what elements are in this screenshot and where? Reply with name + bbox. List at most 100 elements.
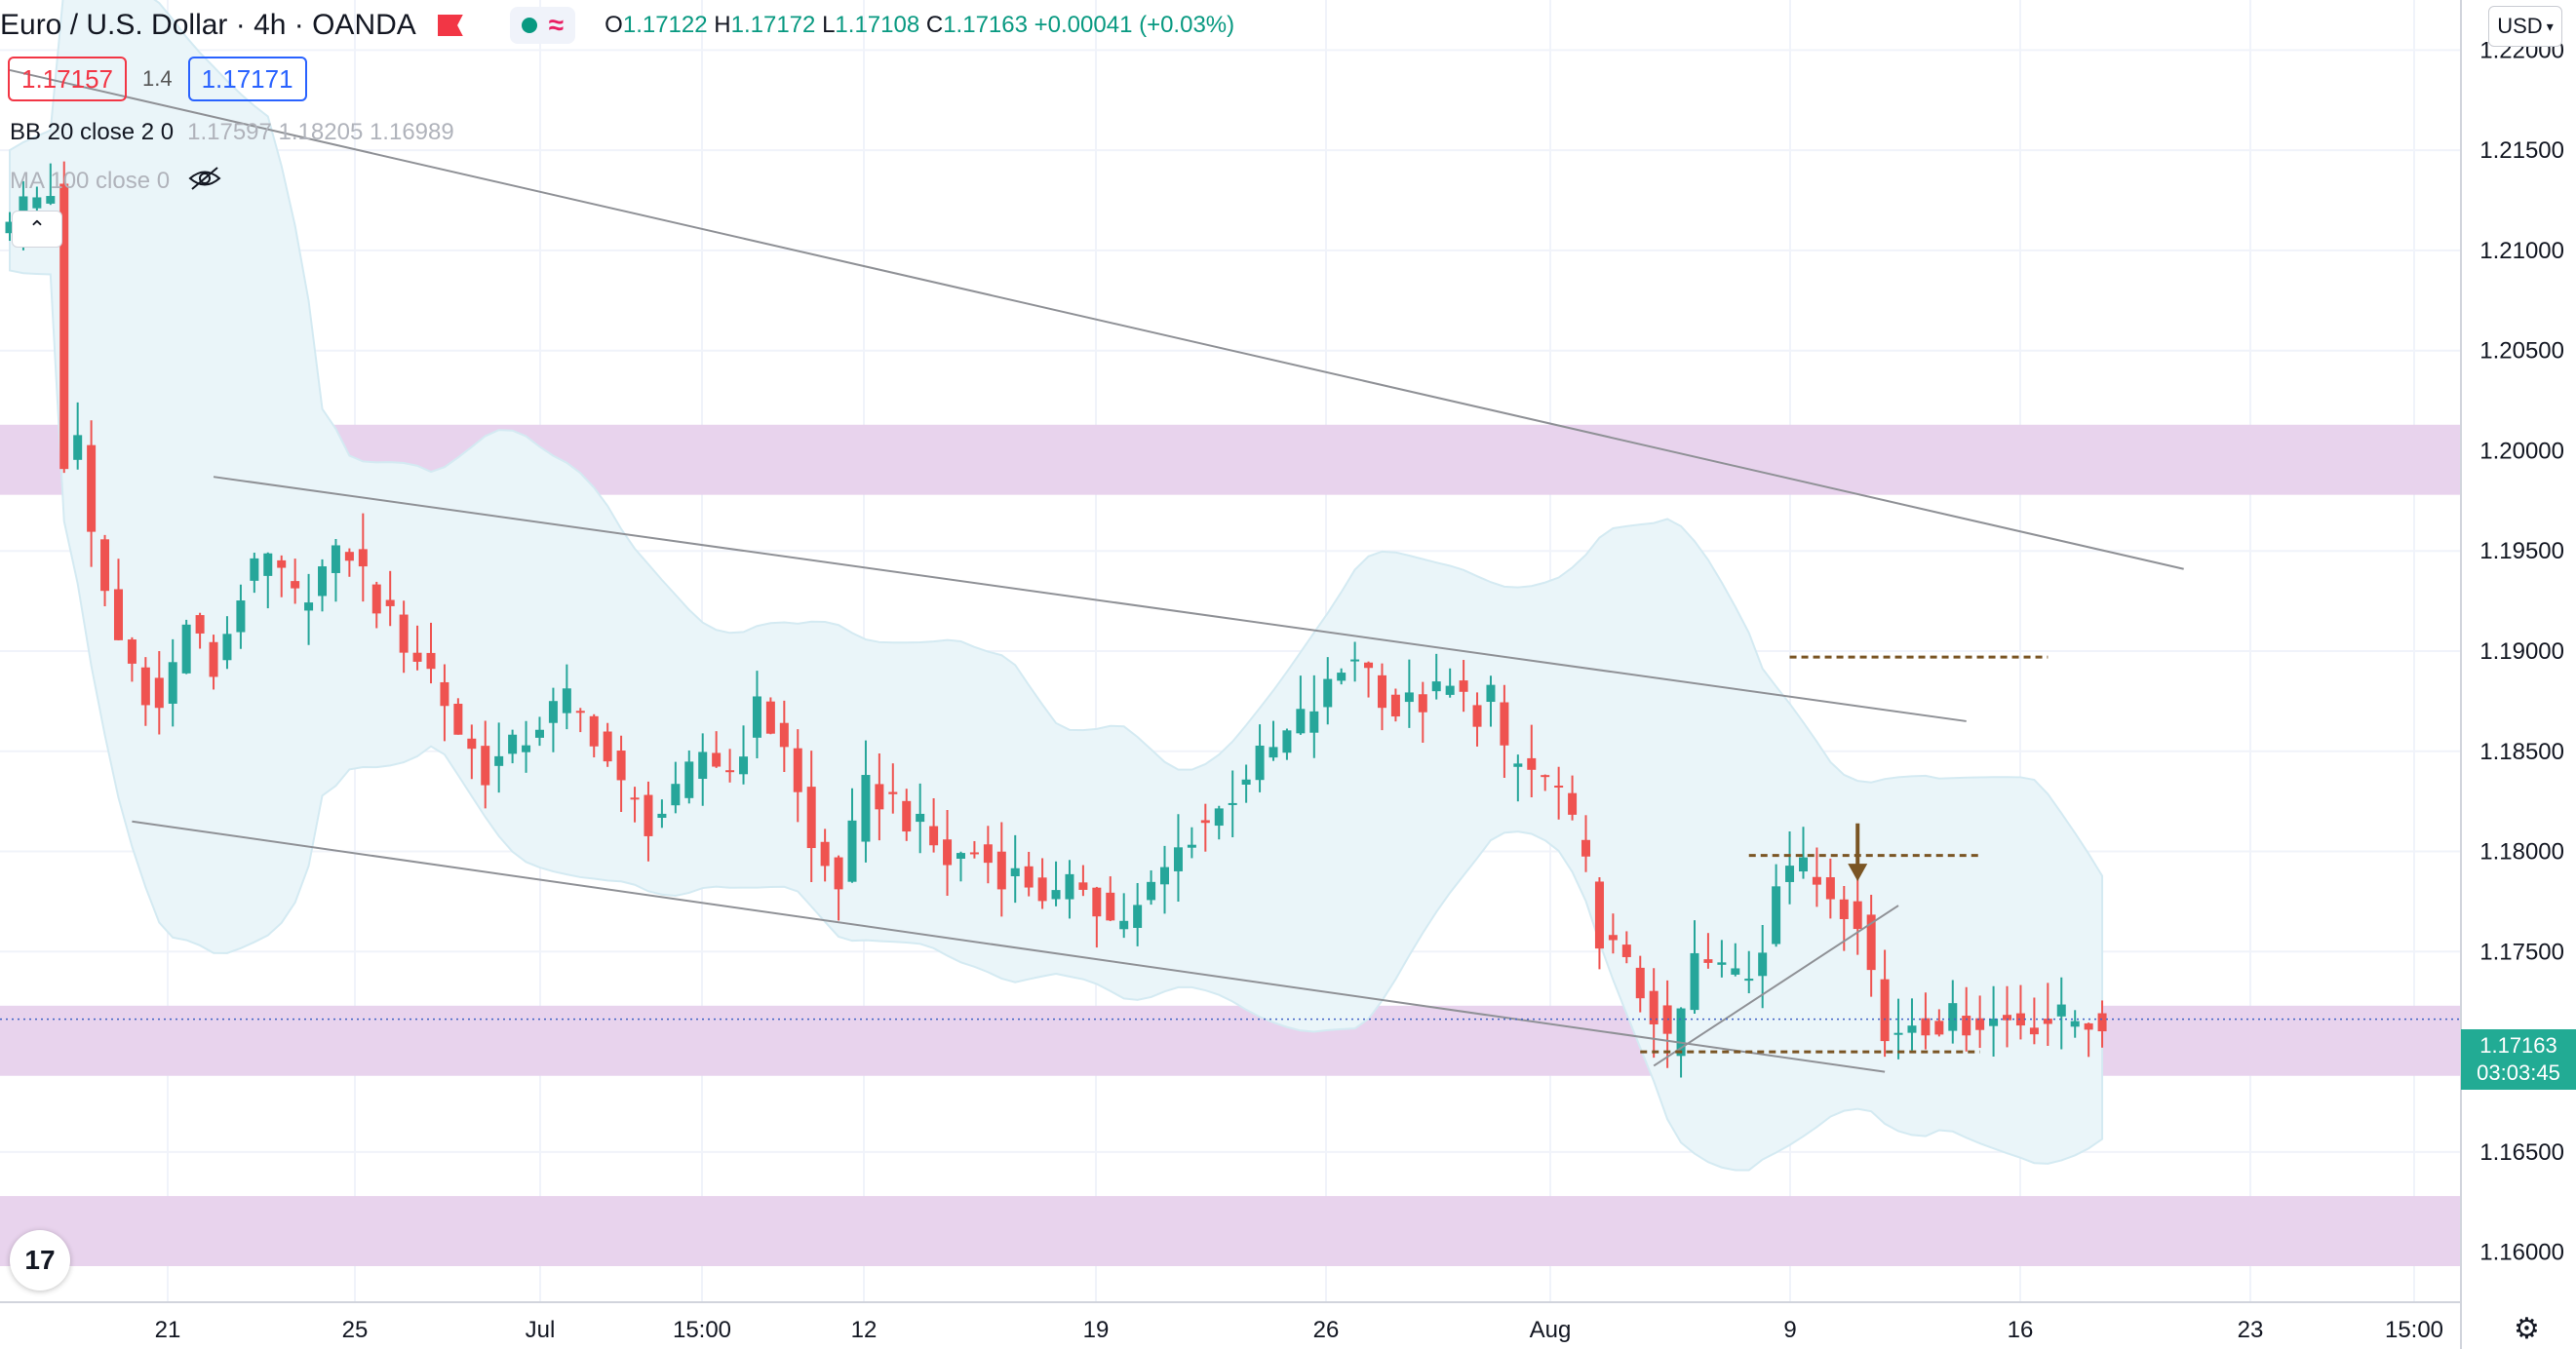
eye-hidden-icon[interactable] [188, 166, 221, 198]
candle-body [1731, 968, 1740, 975]
indicator-bb-name: BB 20 close 2 0 [10, 119, 175, 145]
tradingview-logo-icon[interactable]: 17 [10, 1230, 70, 1291]
candle-body [630, 797, 640, 800]
candle-body [344, 552, 354, 561]
open-value: 1.17122 [622, 12, 708, 38]
candle-body [236, 600, 246, 633]
candle-body [1309, 711, 1319, 733]
low-label: L [822, 12, 836, 38]
candle-body [5, 221, 15, 234]
market-open-icon [521, 18, 537, 33]
candle-body [263, 553, 273, 576]
candle-body [779, 722, 789, 748]
price-tick-label: 1.16500 [2479, 1139, 2564, 1166]
candle-body [671, 784, 681, 806]
candle-body [1554, 786, 1564, 789]
candle-body [508, 734, 518, 754]
spread-value: 1.4 [141, 66, 173, 91]
candle-body [1635, 967, 1645, 999]
last-price-value: 1.17163 [2479, 1033, 2557, 1058]
candle-body [616, 751, 626, 781]
candle-body [1527, 757, 1537, 770]
candle-body [1568, 792, 1578, 815]
candle-body [1513, 763, 1523, 767]
candle-body [1160, 867, 1170, 885]
price-tick-label: 1.16000 [2479, 1240, 2564, 1266]
candle-body [684, 761, 694, 798]
candle-body [739, 756, 749, 775]
candle-body [562, 688, 571, 713]
candle-body [1608, 935, 1618, 941]
price-tick-label: 1.18500 [2479, 739, 2564, 765]
candle-body [1173, 847, 1183, 871]
candle-body [1962, 1016, 1971, 1036]
settings-gear-icon[interactable]: ⚙ [2514, 1313, 2540, 1345]
status-pill[interactable]: ≈ [509, 7, 576, 44]
candle-body [712, 752, 722, 767]
candle-body [113, 589, 123, 640]
candle-body [657, 813, 667, 819]
candle-body [888, 791, 898, 794]
candle-body [250, 558, 259, 581]
candle-body [1621, 944, 1631, 957]
time-tick-label: 15:00 [2385, 1317, 2443, 1343]
candle-body [358, 549, 368, 567]
candle-body [2029, 1027, 2039, 1035]
candle-body [1377, 674, 1386, 709]
candle-body [2084, 1022, 2093, 1030]
time-tick-label: 23 [2238, 1317, 2264, 1343]
candle-body [277, 559, 287, 568]
candle-body [1907, 1025, 1917, 1033]
candle-body [494, 755, 504, 766]
candle-body [725, 770, 735, 773]
candle-body [1092, 887, 1102, 917]
candle-body [385, 599, 395, 606]
indicator-bb[interactable]: BB 20 close 2 0 1.17597 1.18205 1.16989 [10, 119, 454, 146]
sell-button[interactable]: 1.17157 [8, 57, 127, 101]
candle-body [318, 566, 328, 597]
candle-body [1581, 839, 1591, 857]
candle-body [181, 624, 191, 674]
indicator-ma[interactable]: MA 100 close 0 [10, 166, 221, 198]
candle-body [834, 857, 843, 890]
candle-body [1472, 705, 1482, 727]
candle-body [32, 197, 42, 209]
candle-body [1364, 662, 1374, 669]
candle-body [861, 775, 871, 842]
symbol-title[interactable]: Euro / U.S. Dollar · 4h · OANDA [0, 9, 416, 41]
candle-body [412, 652, 422, 662]
time-tick-label: Jul [526, 1317, 556, 1343]
currency-button[interactable]: USD ▾ [2488, 6, 2562, 47]
candle-body [154, 677, 164, 709]
price-tick-label: 1.20000 [2479, 438, 2564, 464]
candle-body [59, 183, 69, 470]
candle-body [1418, 694, 1427, 713]
indicator-bb-values: 1.17597 1.18205 1.16989 [187, 119, 454, 145]
candle-body [1241, 779, 1251, 786]
ohlc-values: O1.17122 H1.17172 L1.17108 C1.17163 +0.0… [605, 12, 1234, 39]
candle-body [222, 634, 232, 661]
flag-icon[interactable] [437, 15, 463, 36]
candle-body [1744, 979, 1754, 982]
time-tick-label: 12 [851, 1317, 878, 1343]
candle-body [291, 581, 300, 589]
candle-body [1296, 709, 1306, 734]
candle-body [1337, 673, 1347, 681]
candle-body [1676, 1008, 1686, 1057]
close-value: 1.17163 [943, 12, 1028, 38]
collapse-legend-button[interactable]: ⌃ [12, 211, 62, 248]
candle-body [331, 545, 340, 573]
candle-body [1486, 684, 1496, 703]
candle-body [1404, 692, 1414, 703]
candle-body [1228, 802, 1237, 805]
candle-body [1133, 905, 1143, 928]
time-tick-label: 21 [155, 1317, 181, 1343]
candle-body [575, 711, 585, 713]
buy-button[interactable]: 1.17171 [187, 57, 307, 101]
candle-body [1350, 659, 1360, 662]
low-value: 1.17108 [835, 12, 920, 38]
candle-body [983, 844, 993, 864]
candle-body [548, 701, 558, 723]
candle-body [806, 787, 816, 849]
